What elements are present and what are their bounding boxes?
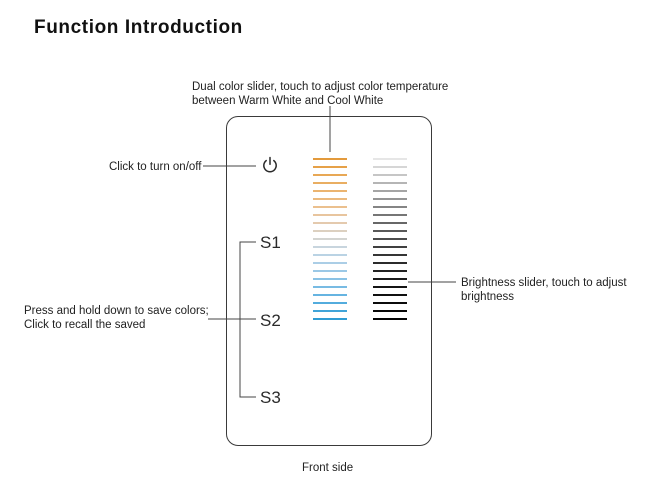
brightness-annotation-line-2: brightness (461, 291, 515, 303)
color-slider-annotation-line-1: Dual color slider, touch to adjust color… (192, 81, 449, 93)
power-icon[interactable] (261, 156, 279, 174)
color-slider-segment[interactable] (313, 174, 347, 176)
brightness-slider-segment[interactable] (373, 262, 407, 264)
color-slider-segment[interactable] (313, 278, 347, 280)
color-slider-segment[interactable] (313, 214, 347, 216)
brightness-slider-segment[interactable] (373, 190, 407, 192)
brightness-slider[interactable] (373, 158, 407, 326)
color-slider-segment[interactable] (313, 230, 347, 232)
brightness-slider-segment[interactable] (373, 158, 407, 160)
color-slider-annotation-line-2: between Warm White and Cool White (192, 95, 384, 107)
color-slider-segment[interactable] (313, 190, 347, 192)
color-slider-segment[interactable] (313, 262, 347, 264)
brightness-slider-segment[interactable] (373, 254, 407, 256)
brightness-slider-segment[interactable] (373, 318, 407, 320)
color-slider-segment[interactable] (313, 246, 347, 248)
brightness-slider-segment[interactable] (373, 166, 407, 168)
brightness-slider-segment[interactable] (373, 238, 407, 240)
brightness-slider-segment[interactable] (373, 174, 407, 176)
color-slider-segment[interactable] (313, 254, 347, 256)
scene-button-s2[interactable]: S2 (260, 311, 281, 330)
brightness-slider-segment[interactable] (373, 310, 407, 312)
front-side-caption: Front side (302, 462, 354, 474)
brightness-slider-segment[interactable] (373, 182, 407, 184)
power-annotation: Click to turn on/off (109, 161, 202, 173)
brightness-slider-segment[interactable] (373, 206, 407, 208)
touch-panel (226, 116, 432, 446)
color-slider-segment[interactable] (313, 310, 347, 312)
brightness-slider-segment[interactable] (373, 222, 407, 224)
color-slider-segment[interactable] (313, 286, 347, 288)
brightness-annotation-line-1: Brightness slider, touch to adjust (461, 277, 627, 289)
scene-annotation: Press and hold down to save colors; Clic… (24, 304, 209, 332)
color-slider-segment[interactable] (313, 302, 347, 304)
color-slider-segment[interactable] (313, 206, 347, 208)
brightness-slider-segment[interactable] (373, 246, 407, 248)
color-slider-segment[interactable] (313, 270, 347, 272)
page-title: Function Introduction (34, 17, 243, 38)
color-slider-segment[interactable] (313, 198, 347, 200)
scene-button-s1[interactable]: S1 (260, 233, 281, 252)
color-slider-segment[interactable] (313, 318, 347, 320)
brightness-slider-segment[interactable] (373, 302, 407, 304)
color-slider-segment[interactable] (313, 294, 347, 296)
color-slider-segment[interactable] (313, 222, 347, 224)
brightness-slider-segment[interactable] (373, 286, 407, 288)
brightness-annotation: Brightness slider, touch to adjust brigh… (461, 276, 627, 304)
brightness-slider-segment[interactable] (373, 198, 407, 200)
brightness-slider-segment[interactable] (373, 270, 407, 272)
scene-button-s3[interactable]: S3 (260, 388, 281, 407)
color-slider-segment[interactable] (313, 166, 347, 168)
scene-annotation-line-1: Press and hold down to save colors; (24, 305, 209, 317)
brightness-slider-segment[interactable] (373, 230, 407, 232)
scene-annotation-line-2: Click to recall the saved (24, 319, 146, 331)
color-temperature-slider[interactable] (313, 158, 347, 326)
color-slider-segment[interactable] (313, 158, 347, 160)
color-slider-segment[interactable] (313, 182, 347, 184)
color-slider-annotation: Dual color slider, touch to adjust color… (192, 80, 448, 108)
brightness-slider-segment[interactable] (373, 278, 407, 280)
brightness-slider-segment[interactable] (373, 294, 407, 296)
color-slider-segment[interactable] (313, 238, 347, 240)
brightness-slider-segment[interactable] (373, 214, 407, 216)
